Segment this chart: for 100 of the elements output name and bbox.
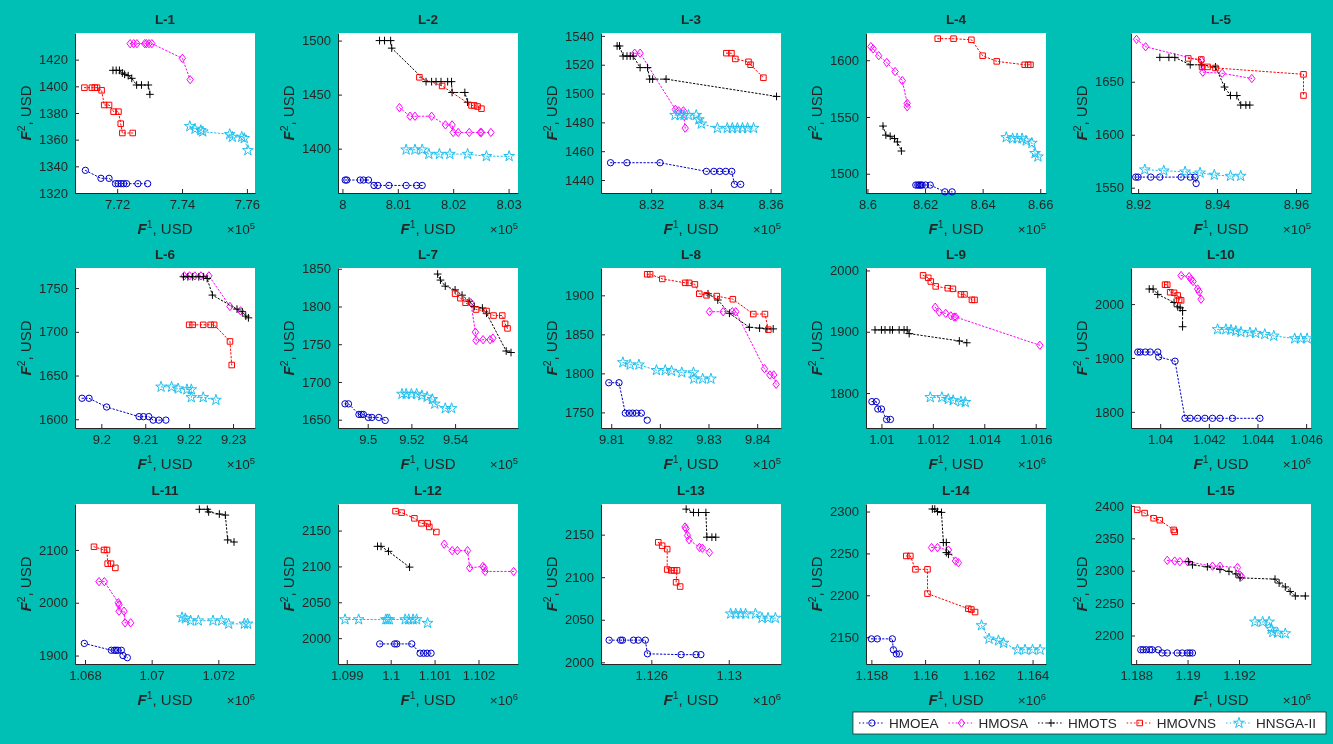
y-tick-label: 1600 (1095, 127, 1124, 143)
text: ×10$^{5}$ (226, 219, 255, 237)
x-tick-label: 1.188 (1120, 668, 1153, 684)
text: ×10$^{5}$ (489, 219, 518, 237)
x-tick-label: 1.19 (1175, 668, 1201, 684)
x-tick-label: 1.04 (1148, 432, 1174, 448)
y-tick-label: 1750 (565, 405, 594, 421)
y-tick-label: 1700 (39, 324, 68, 340)
legend-label: HMOVNS (1156, 716, 1216, 731)
x-tick-label: 9.82 (647, 432, 674, 448)
x-tick-label: 7.74 (169, 197, 196, 213)
y-tick-label: 1550 (830, 109, 859, 125)
text: ×10$^{5}$ (1017, 219, 1046, 237)
x-tick-label: 8.66 (1028, 197, 1054, 213)
chart-title: L-11 (151, 483, 179, 498)
chart-title: L-5 (1210, 12, 1232, 27)
x-axis-title: F$^{1}$, USD (928, 689, 984, 708)
y-tick-label: 1900 (830, 324, 859, 340)
y-tick-label: 2200 (1095, 628, 1124, 644)
x-tick-label: 1.13 (716, 668, 742, 684)
x-tick-label: 8 (339, 197, 347, 213)
y-tick-label: 1800 (830, 385, 859, 401)
y-tick-label: 1800 (1095, 404, 1124, 420)
x-tick-label: 1.072 (202, 668, 236, 684)
x-axis-title: F$^{1}$, USD (663, 453, 719, 472)
x-tick-label: 1.164 (1016, 668, 1050, 684)
x-axis-title: F$^{1}$, USD (137, 689, 193, 708)
chart-title: L-9 (945, 247, 967, 262)
text: ×10$^{6}$ (1017, 690, 1046, 708)
y-tick-label: 2400 (1095, 498, 1124, 514)
y-tick-label: 1500 (302, 33, 331, 49)
x-axis-title: F$^{1}$, USD (400, 453, 456, 472)
y-tick-label: 2100 (302, 559, 331, 575)
x-tick-label: 9.83 (696, 432, 722, 448)
y-tick-label: 1900 (565, 287, 594, 303)
x-tick-label: 8.62 (912, 197, 939, 213)
x-tick-label: 8.96 (1283, 197, 1310, 213)
y-tick-label: 1400 (302, 141, 331, 157)
x-tick-label: 8.94 (1204, 197, 1231, 213)
text: ×10$^{5}$ (226, 454, 255, 472)
chart-title: L-7 (417, 247, 439, 262)
x-tick-label: 7.76 (234, 197, 261, 213)
y-tick-label: 2050 (565, 612, 594, 628)
chart-title: L-6 (154, 247, 176, 262)
y-tick-label: 2350 (1095, 530, 1124, 546)
y-tick-label: 1440 (565, 172, 594, 188)
x-tick-label: 8.92 (1125, 197, 1152, 213)
x-tick-label: 8.02 (441, 197, 467, 213)
y-tick-label: 2250 (830, 546, 859, 562)
x-tick-label: 1.16 (912, 668, 939, 684)
x-tick-label: 1.046 (1290, 432, 1323, 448)
x-tick-label: 8.64 (970, 197, 996, 213)
x-tick-label: 8.32 (638, 197, 665, 213)
x-tick-label: 9.84 (745, 432, 771, 448)
y-tick-label: 2000 (830, 263, 859, 279)
y-tick-label: 2200 (830, 587, 859, 603)
text: ×10$^{6}$ (1282, 690, 1311, 708)
x-tick-label: 1.01 (869, 432, 895, 448)
x-axis-title: F$^{1}$, USD (928, 218, 984, 237)
x-tick-label: 1.016 (1019, 432, 1053, 448)
x-tick-label: 1.102 (462, 668, 496, 684)
x-tick-label: 8.03 (496, 197, 522, 213)
y-tick-label: 1480 (565, 115, 594, 131)
x-axis-title: F$^{1}$, USD (928, 453, 984, 472)
y-tick-label: 2000 (302, 630, 331, 646)
y-tick-label: 2300 (830, 504, 859, 520)
x-axis-title: F$^{1}$, USD (663, 689, 719, 708)
y-tick-label: 1850 (302, 261, 331, 277)
chart-title: L-2 (417, 12, 439, 27)
x-tick-label: 9.21 (133, 432, 159, 448)
x-tick-label: 9.2 (92, 432, 111, 448)
y-tick-label: 2150 (830, 629, 859, 645)
y-tick-label: 1340 (39, 158, 68, 174)
y-tick-label: 1750 (39, 280, 68, 296)
text: ×10$^{5}$ (1282, 219, 1311, 237)
x-axis-title: F$^{1}$, USD (1193, 218, 1249, 237)
chart-title: L-14 (942, 483, 971, 498)
chart-title: L-15 (1207, 483, 1236, 498)
chart-title: L-1 (154, 12, 176, 27)
legend-label: HMOEA (888, 716, 939, 731)
x-tick-label: 8.6 (858, 197, 877, 213)
y-tick-label: 1600 (830, 52, 859, 68)
x-axis-title: F$^{1}$, USD (400, 689, 456, 708)
y-tick-label: 2150 (302, 523, 331, 539)
y-tick-label: 2100 (565, 569, 594, 585)
x-tick-label: 9.81 (599, 432, 625, 448)
x-tick-label: 1.1 (382, 668, 401, 684)
x-axis-title: F$^{1}$, USD (137, 453, 193, 472)
y-tick-label: 2250 (1095, 595, 1124, 611)
text: ×10$^{6}$ (226, 690, 255, 708)
y-tick-label: 2000 (565, 654, 594, 670)
text: ×10$^{6}$ (752, 690, 781, 708)
y-tick-label: 1600 (39, 411, 68, 427)
x-tick-label: 1.158 (855, 668, 889, 684)
chart-title: L-4 (945, 12, 967, 27)
y-tick-label: 2000 (1095, 296, 1124, 312)
y-tick-label: 1400 (39, 78, 68, 94)
y-tick-label: 2050 (302, 594, 331, 610)
x-tick-label: 1.014 (968, 432, 1002, 448)
y-tick-label: 1460 (565, 143, 594, 159)
